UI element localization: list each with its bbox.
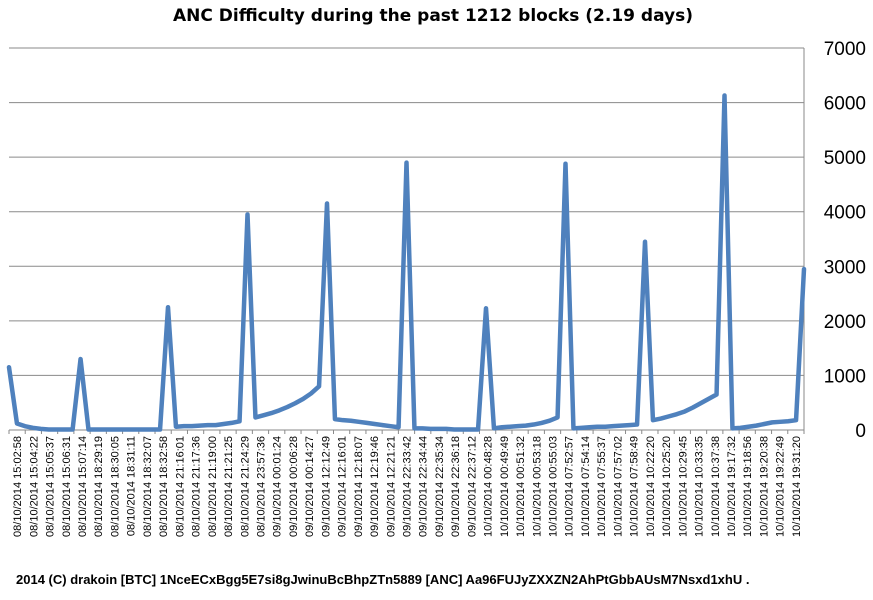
x-tick-label: 08/10/2014 15:04:22 (28, 436, 40, 537)
x-tick-label: 09/10/2014 12:12:49 (320, 436, 332, 537)
x-tick-label: 09/10/2014 12:19:46 (369, 436, 381, 537)
x-tick-label: 10/10/2014 10:22:20 (645, 436, 657, 537)
x-tick-label: 09/10/2014 22:36:18 (450, 436, 462, 537)
x-tick-label: 08/10/2014 18:29:19 (93, 436, 105, 537)
x-tick-label: 10/10/2014 00:53:18 (531, 436, 543, 537)
x-tick-label: 09/10/2014 00:14:27 (304, 436, 316, 537)
x-tick-label: 10/10/2014 19:20:38 (758, 436, 770, 537)
y-tick-label: 6000 (824, 94, 866, 115)
x-tick-label: 08/10/2014 18:31:11 (126, 436, 138, 536)
x-tick-label: 10/10/2014 00:51:32 (515, 436, 527, 537)
x-tick-label: 09/10/2014 22:35:34 (434, 436, 446, 537)
y-tick-label: 7000 (824, 39, 866, 60)
x-tick-label: 09/10/2014 12:18:07 (353, 436, 365, 537)
x-tick-label: 08/10/2014 23:57:36 (255, 436, 267, 537)
chart-title: ANC Difficulty during the past 1212 bloc… (173, 6, 693, 26)
x-tick-label: 10/10/2014 19:31:20 (791, 436, 803, 537)
x-tick-label: 08/10/2014 21:19:00 (207, 436, 219, 537)
x-tick-label: 09/10/2014 00:06:28 (288, 436, 300, 537)
x-axis-tick-labels: 08/10/2014 15:02:58 08/10/2014 15:04:22 08… (8, 430, 803, 537)
x-tick-label: 10/10/2014 10:37:38 (710, 436, 722, 537)
x-tick-label: 09/10/2014 00:01:24 (272, 436, 284, 537)
x-tick-label: 08/10/2014 15:05:37 (45, 436, 57, 537)
x-tick-label: 10/10/2014 07:57:02 (612, 436, 624, 537)
x-tick-label: 08/10/2014 18:32:07 (142, 436, 154, 537)
x-tick-label: 08/10/2014 21:17:36 (191, 436, 203, 537)
x-tick-label: 10/10/2014 00:55:03 (548, 436, 560, 537)
x-tick-label: 10/10/2014 10:33:35 (694, 436, 706, 537)
x-tick-label: 08/10/2014 15:07:14 (77, 436, 89, 537)
x-tick-label: 09/10/2014 12:16:01 (337, 436, 349, 537)
y-tick-label: 3000 (824, 257, 866, 278)
x-tick-label: 09/10/2014 22:33:42 (402, 436, 414, 537)
x-tick-label: 10/10/2014 07:52:57 (564, 436, 576, 537)
series-layer (6, 93, 807, 432)
series-line (6, 93, 807, 432)
y-tick-label: 1000 (824, 366, 866, 387)
gridlines (9, 47, 805, 434)
x-tick-label: 10/10/2014 00:48:28 (483, 436, 495, 537)
x-tick-label: 10/10/2014 19:18:56 (742, 436, 754, 537)
x-tick-label: 08/10/2014 21:16:01 (174, 436, 186, 537)
x-tick-label: 08/10/2014 15:06:31 (61, 436, 73, 537)
x-tick-label: 08/10/2014 18:30:05 (109, 436, 121, 537)
x-tick-label: 10/10/2014 07:58:49 (629, 436, 641, 537)
x-tick-label: 09/10/2014 22:34:44 (418, 436, 430, 537)
x-tick-label: 10/10/2014 00:49:49 (499, 436, 511, 537)
y-tick-label: 4000 (824, 203, 866, 224)
x-tick-label: 09/10/2014 22:37:12 (466, 436, 478, 537)
x-tick-label: 10/10/2014 19:22:49 (775, 436, 787, 537)
y-tick-label: 2000 (824, 312, 866, 333)
x-tick-label: 10/10/2014 07:54:14 (580, 436, 592, 537)
x-tick-label: 08/10/2014 21:24:29 (239, 436, 251, 537)
x-tick-label: 08/10/2014 21:21:25 (223, 436, 235, 537)
y-tick-label: 5000 (824, 148, 866, 169)
x-tick-label: 10/10/2014 10:25:20 (661, 436, 673, 537)
x-tick-label: 09/10/2014 12:21:21 (385, 436, 397, 537)
y-tick-label: 0 (855, 421, 866, 442)
y-axis-tick-labels: 0 1000 2000 3000 4000 5000 6000 7000 (824, 39, 866, 442)
x-tick-label: 08/10/2014 18:32:58 (158, 436, 170, 537)
footer-credits: 2014 (C) drakoin [BTC] 1NceECxBgg5E7si8g… (16, 572, 749, 587)
x-tick-label: 08/10/2014 15:02:58 (12, 436, 24, 537)
x-tick-label: 10/10/2014 07:55:37 (596, 436, 608, 537)
x-tick-label: 10/10/2014 19:17:32 (726, 436, 738, 537)
x-tick-label: 10/10/2014 10:29:45 (677, 436, 689, 537)
